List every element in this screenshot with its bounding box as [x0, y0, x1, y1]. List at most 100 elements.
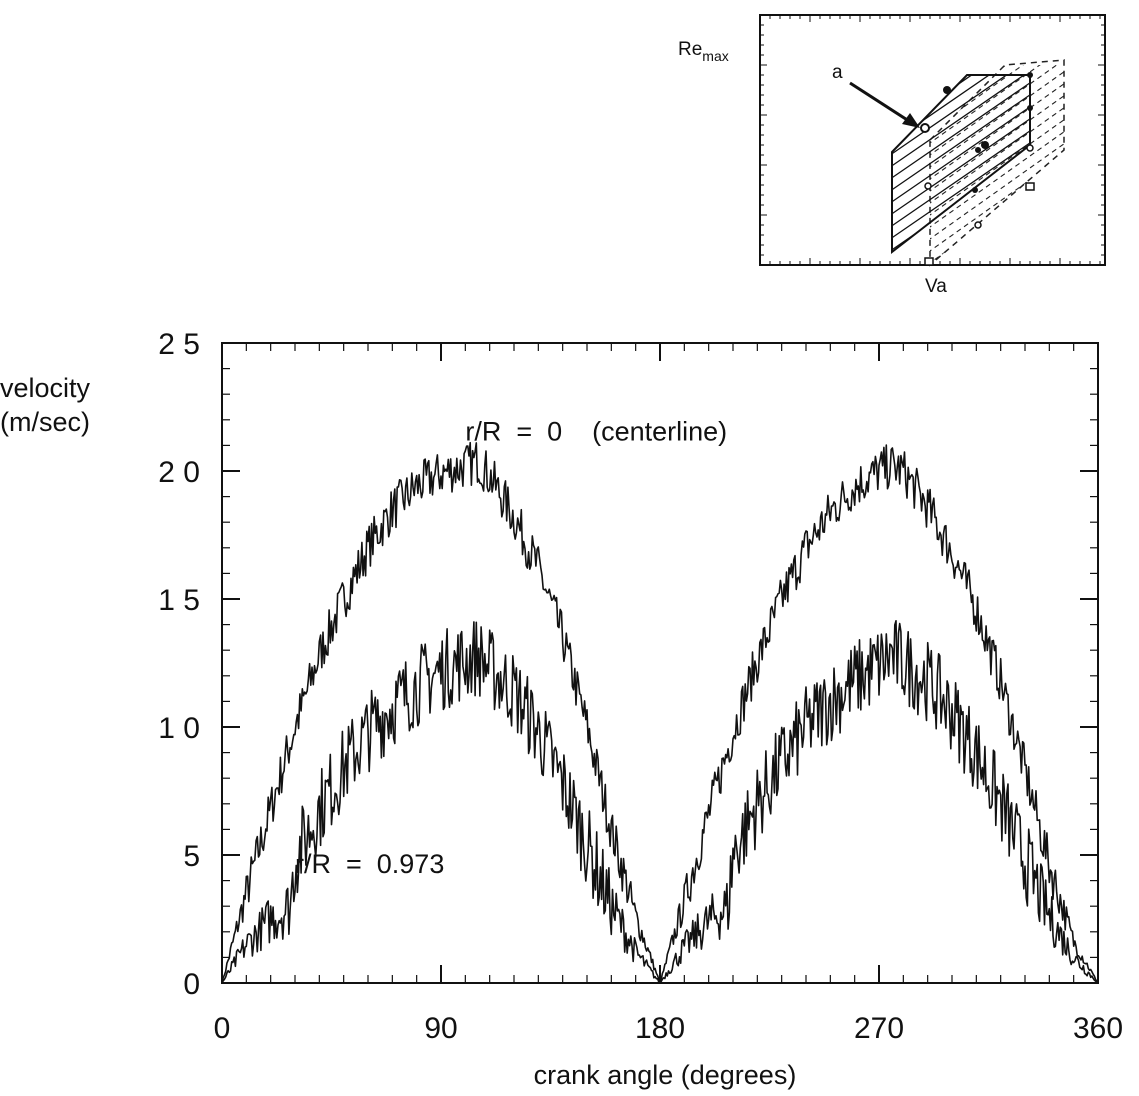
inset-point	[1026, 144, 1034, 152]
y-tick-label: 1 5	[158, 584, 200, 617]
hatch-line	[920, 400, 1075, 510]
inset-ylabel: Remax	[678, 39, 729, 64]
hatch-line	[930, 99, 1064, 211]
hatch-line	[892, 231, 1030, 252]
hatch-line	[880, 268, 1040, 378]
hatch-line	[880, 328, 1040, 438]
inset-solid-hatch	[880, 0, 1040, 534]
x-tick-label: 180	[635, 1012, 685, 1045]
inset-point	[943, 86, 951, 94]
hatch-line	[920, 412, 1075, 522]
hatch-line	[920, 436, 1075, 546]
x-tick-label: 90	[424, 1012, 457, 1045]
hatch-line	[892, 75, 1030, 163]
hatch-line	[892, 159, 1030, 252]
minor-ticks	[222, 343, 1098, 983]
hatch-line	[930, 65, 1064, 91]
hatch-line	[930, 135, 1064, 247]
y-axis-label-line1: velocity	[0, 373, 91, 403]
hatch-line	[892, 135, 1030, 247]
hatch-line	[930, 207, 1064, 265]
hatch-line	[892, 123, 1030, 235]
hatch-line	[930, 255, 1064, 265]
hatch-line	[880, 292, 1040, 402]
hatch-line	[880, 0, 1040, 54]
inset-point	[972, 187, 978, 193]
inset-point	[975, 147, 981, 153]
inset-arrow-head	[902, 113, 920, 128]
y-tick-label: 1 0	[158, 712, 200, 745]
y-tick-label: 2 0	[158, 456, 200, 489]
hatch-line	[920, 376, 1075, 486]
series-annotation: r/R = 0 (centerline)	[465, 416, 727, 446]
hatch-line	[930, 87, 1064, 199]
y-tick-label: 0	[183, 968, 200, 1001]
hatch-line	[930, 147, 1064, 259]
inset-point	[1027, 72, 1033, 78]
hatch-line	[930, 65, 1064, 127]
inset-ticks	[759, 14, 1105, 266]
inset-point	[1027, 105, 1033, 111]
hatch-line	[920, 304, 1075, 414]
hatch-line	[920, 340, 1075, 450]
inset-square-marker	[924, 257, 934, 266]
series-layer	[221, 441, 1099, 984]
inset-point	[920, 123, 930, 133]
main-chart: 0 90 180 270 360 0 5 1 0 1 5 2 0 2 5 velocity (m/s…	[0, 328, 1123, 1090]
hatch-line	[920, 292, 1075, 402]
hatch-line	[930, 65, 1064, 79]
y-tick-label: 2 5	[158, 328, 200, 361]
hatch-line	[892, 75, 1030, 187]
hatch-line	[892, 87, 1030, 199]
hatch-line	[892, 99, 1030, 211]
hatch-line	[880, 388, 1040, 498]
inset-dashed-region	[929, 59, 1065, 267]
hatch-line	[930, 65, 1064, 67]
hatch-line	[880, 424, 1040, 534]
hatch-line	[920, 316, 1075, 426]
hatch-line	[920, 364, 1075, 474]
x-axis-label: crank angle (degrees)	[534, 1060, 797, 1090]
hatch-line	[920, 0, 1075, 6]
inset-point	[974, 221, 982, 229]
series-annotation: r/R = 0.973	[295, 849, 444, 879]
hatch-line	[920, 0, 1075, 42]
x-tick-label: 360	[1073, 1012, 1123, 1045]
y-tick-label: 5	[183, 840, 200, 873]
hatch-line	[930, 219, 1064, 265]
hatch-line	[880, 0, 1040, 66]
hatch-line	[930, 75, 1064, 187]
tick-labels: 0 90 180 270 360 0 5 1 0 1 5 2 0 2 5	[158, 328, 1123, 1045]
annotations: r/R = 0 (centerline) r/R = 0.973	[295, 416, 727, 879]
x-tick-label: 270	[854, 1012, 904, 1045]
series-line-centerline	[221, 441, 1099, 984]
hatch-line	[930, 243, 1064, 265]
hatch-line	[892, 111, 1030, 223]
hatch-line	[930, 65, 1064, 115]
hatch-line	[880, 0, 1040, 6]
inset-arrow-line	[849, 81, 913, 125]
hatch-line	[892, 75, 1030, 175]
hatch-line	[920, 424, 1075, 534]
hatch-line	[920, 388, 1075, 498]
hatch-line	[930, 65, 1064, 139]
hatch-line	[930, 65, 1064, 175]
hatch-line	[930, 123, 1064, 235]
hatch-line	[892, 75, 1030, 79]
hatch-line	[880, 256, 1040, 366]
inset-diagram: a Remax Va	[678, 0, 1106, 546]
hatch-line	[880, 340, 1040, 450]
inset-annotation-a: a	[832, 62, 843, 83]
inset-point	[981, 141, 989, 149]
hatch-line	[930, 159, 1064, 265]
hatch-line	[880, 376, 1040, 486]
hatch-line	[892, 219, 1030, 252]
major-ticks	[221, 342, 1099, 984]
hatch-line	[892, 75, 1030, 91]
inset-point	[924, 182, 932, 190]
hatch-line	[892, 75, 1030, 127]
inset-square-marker	[1025, 182, 1035, 191]
hatch-line	[880, 316, 1040, 426]
hatch-line	[880, 304, 1040, 414]
